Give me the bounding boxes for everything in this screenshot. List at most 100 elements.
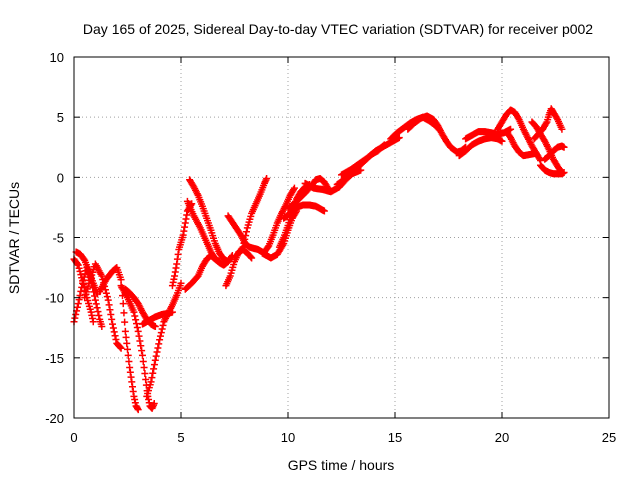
data-point xyxy=(98,272,106,280)
data-point xyxy=(121,327,129,335)
data-point xyxy=(147,378,155,386)
plot-points xyxy=(70,105,568,414)
data-point xyxy=(109,320,117,328)
data-point xyxy=(138,351,146,359)
series-arc-28 xyxy=(462,125,515,143)
series-arc-12 xyxy=(186,176,232,266)
data-point xyxy=(156,332,164,340)
series-arc-9 xyxy=(138,308,176,328)
data-point xyxy=(134,327,142,335)
series-arc-24 xyxy=(338,134,403,179)
data-point xyxy=(130,308,138,316)
data-point xyxy=(248,254,256,262)
data-point xyxy=(156,336,164,344)
series-arc-20 xyxy=(280,201,328,222)
data-point xyxy=(228,253,236,261)
data-point xyxy=(150,361,158,369)
data-point xyxy=(151,356,159,364)
data-point xyxy=(72,311,80,319)
series-arc-26 xyxy=(404,112,470,156)
data-point xyxy=(125,357,133,365)
data-point xyxy=(133,324,141,332)
data-point xyxy=(73,260,81,268)
data-point xyxy=(153,348,161,356)
data-point xyxy=(141,369,149,377)
data-point xyxy=(498,137,506,145)
data-point xyxy=(137,342,145,350)
data-point xyxy=(290,186,298,194)
series-arc-16 xyxy=(233,175,271,260)
series-arc-13 xyxy=(183,197,224,266)
data-point xyxy=(93,304,101,312)
data-point xyxy=(79,277,87,285)
data-point xyxy=(320,207,328,215)
data-point xyxy=(242,232,250,240)
data-point xyxy=(124,345,131,353)
data-point xyxy=(155,340,163,348)
data-point xyxy=(131,312,139,320)
data-point xyxy=(95,311,103,319)
data-point xyxy=(107,311,115,319)
data-point xyxy=(105,301,113,309)
data-point xyxy=(151,323,159,331)
data-point xyxy=(71,314,79,322)
data-point xyxy=(507,125,515,133)
series-arc-32 xyxy=(530,105,566,143)
data-point xyxy=(120,309,128,317)
data-point xyxy=(149,369,157,377)
data-point xyxy=(75,264,83,272)
y-axis-ticks: -20 -15 -10 -5 0 5 10 xyxy=(45,50,609,426)
data-point xyxy=(116,343,124,351)
y-tick-label: 10 xyxy=(50,50,64,65)
series-arc-8 xyxy=(143,279,185,400)
data-point xyxy=(92,300,100,308)
x-axis-title: GPS time / hours xyxy=(288,457,395,473)
data-point xyxy=(177,279,185,287)
data-point xyxy=(242,228,250,236)
data-point xyxy=(102,289,110,297)
series-arc-33 xyxy=(537,161,568,178)
data-point xyxy=(110,328,118,336)
data-point xyxy=(263,175,271,183)
data-point xyxy=(168,308,176,316)
series-arc-34 xyxy=(541,142,568,163)
series-arc-30 xyxy=(502,128,540,160)
data-point xyxy=(79,280,87,288)
data-point xyxy=(542,119,550,127)
data-point xyxy=(560,143,568,151)
data-point xyxy=(132,320,140,328)
data-point xyxy=(122,333,130,341)
y-axis-title: SDTVAR / TECUs xyxy=(6,182,22,294)
data-point xyxy=(558,125,566,133)
data-point xyxy=(159,321,167,329)
data-point xyxy=(224,258,232,266)
data-point xyxy=(158,325,166,333)
data-point xyxy=(152,352,160,360)
data-point xyxy=(290,184,298,192)
x-tick-label: 15 xyxy=(388,430,402,445)
y-tick-label: -5 xyxy=(52,231,64,246)
data-point xyxy=(117,276,125,284)
data-point xyxy=(240,239,248,247)
data-point xyxy=(74,261,82,269)
data-point xyxy=(140,363,148,371)
data-point xyxy=(109,324,117,332)
chart-title: Day 165 of 2025, Sidereal Day-to-day VTE… xyxy=(83,21,593,37)
data-point xyxy=(532,149,540,157)
y-tick-label: 5 xyxy=(57,110,64,125)
data-point xyxy=(139,357,147,365)
y-tick-label: 0 xyxy=(57,170,64,185)
data-point xyxy=(150,365,158,373)
y-tick-label: -10 xyxy=(45,291,64,306)
data-point xyxy=(136,337,144,345)
data-point xyxy=(74,300,82,308)
data-point xyxy=(560,169,568,177)
series-arc-15 xyxy=(224,212,266,256)
data-point xyxy=(238,244,246,252)
data-point xyxy=(73,303,81,311)
x-tick-label: 0 xyxy=(70,430,77,445)
data-point xyxy=(134,406,142,414)
data-point xyxy=(76,267,84,275)
data-point xyxy=(123,339,131,347)
data-point xyxy=(150,400,158,408)
